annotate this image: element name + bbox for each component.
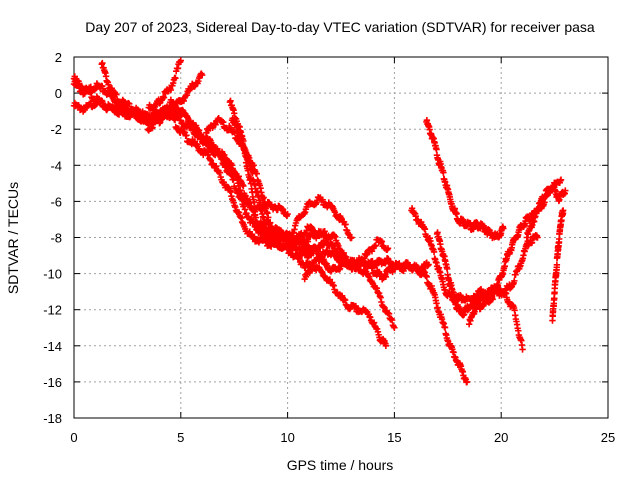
data-point — [557, 176, 565, 183]
data-point — [463, 378, 471, 386]
y-axis-title: SDTVAR / TECUs — [5, 182, 21, 294]
data-point — [433, 146, 440, 153]
data-point — [319, 253, 326, 261]
y-tick-label: -2 — [50, 122, 62, 137]
data-point — [126, 100, 133, 107]
data-point — [177, 57, 184, 64]
data-point — [372, 242, 379, 249]
data-point — [480, 302, 487, 309]
data-point — [160, 94, 168, 101]
data-point — [519, 346, 526, 353]
y-tick-label: -12 — [43, 303, 62, 318]
y-tick-label: -16 — [43, 375, 62, 390]
series-arc-15 — [523, 176, 565, 241]
y-tick-label: -8 — [50, 231, 62, 246]
data-point — [369, 264, 376, 271]
data-point — [183, 132, 190, 139]
data-point — [453, 210, 460, 217]
data-point — [195, 128, 202, 135]
data-point — [249, 169, 256, 177]
data-point — [382, 342, 390, 349]
x-tick-label: 20 — [494, 430, 508, 445]
data-point — [382, 273, 390, 280]
data-point — [384, 245, 392, 252]
x-tick-label: 15 — [387, 430, 401, 445]
y-tick-label: -18 — [43, 411, 62, 426]
data-point — [423, 273, 430, 281]
data-layer — [70, 57, 569, 386]
data-point — [230, 176, 237, 183]
data-point — [559, 207, 567, 214]
data-point — [541, 199, 548, 206]
x-tick-label: 10 — [280, 430, 294, 445]
series-arc-12 — [423, 116, 507, 242]
data-point — [342, 221, 349, 228]
y-tick-label: -6 — [50, 194, 62, 209]
data-point — [167, 113, 175, 120]
series-arc-6 — [166, 96, 355, 245]
data-point — [477, 285, 485, 293]
x-tick-label: 5 — [177, 430, 184, 445]
data-point — [287, 232, 294, 239]
data-point — [240, 182, 247, 190]
data-point — [467, 302, 475, 309]
data-point — [284, 210, 291, 218]
data-point — [253, 221, 261, 229]
data-point — [172, 75, 179, 82]
y-tick-label: -14 — [43, 339, 62, 354]
data-point — [348, 234, 355, 241]
x-axis-title: GPS time / hours — [287, 457, 394, 473]
series-arc-4 — [98, 59, 390, 349]
data-point — [562, 187, 569, 194]
data-point — [441, 324, 449, 331]
x-tick-label: 25 — [601, 430, 615, 445]
data-point — [391, 324, 398, 331]
data-point — [553, 261, 561, 268]
data-point — [430, 248, 438, 256]
series-arc-14 — [465, 232, 541, 328]
data-point — [450, 291, 458, 298]
x-tick-label: 0 — [70, 430, 77, 445]
data-point — [443, 265, 451, 273]
data-point — [511, 277, 518, 285]
data-point — [500, 225, 507, 232]
y-tick-label: 0 — [55, 86, 62, 101]
data-point — [425, 261, 432, 268]
data-point — [534, 234, 541, 241]
data-point — [242, 152, 249, 160]
data-point — [483, 293, 491, 300]
y-tick-label: 2 — [55, 50, 62, 65]
y-tick-label: -10 — [43, 267, 62, 282]
series-arc-10 — [301, 247, 471, 386]
data-point — [171, 116, 179, 124]
data-point — [320, 241, 328, 248]
data-point — [251, 202, 258, 210]
data-point — [360, 257, 367, 264]
chart-title: Day 207 of 2023, Sidereal Day-to-day VTE… — [85, 19, 595, 35]
y-tick-label: -4 — [50, 158, 62, 173]
data-point — [440, 169, 447, 176]
data-point — [198, 71, 206, 79]
series-arc-16 — [549, 207, 567, 324]
